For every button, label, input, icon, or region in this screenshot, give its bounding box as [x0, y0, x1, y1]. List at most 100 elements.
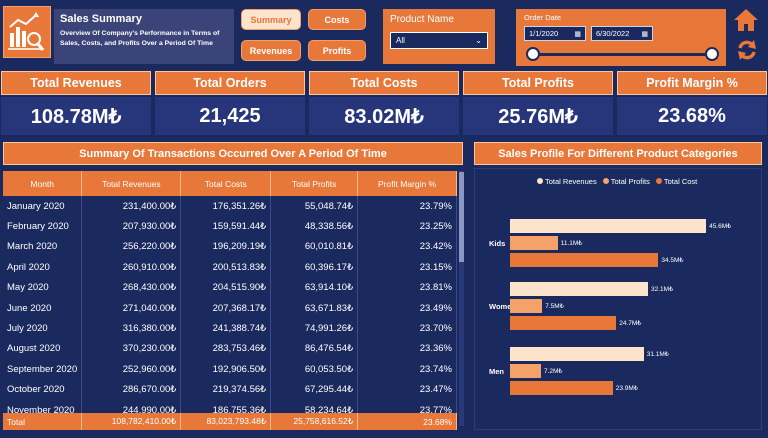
legend-item[interactable]: Total Cost — [655, 177, 697, 186]
bar-total-cost[interactable] — [510, 316, 617, 330]
chart-legend: Total Revenues Total Profits Total Cost — [537, 177, 697, 186]
revenues-button[interactable]: Revenues — [241, 40, 301, 61]
bar-value-label: 34.5M₺ — [661, 257, 684, 264]
slider-start-handle[interactable] — [526, 47, 540, 61]
cell-month: June 2020 — [3, 297, 83, 319]
bar-total-cost[interactable] — [510, 253, 659, 267]
kpi-value-total-profits: 25.76M₺ — [463, 97, 613, 135]
table-row[interactable]: June 2020 271,040.00₺ 207,368.17₺ 63,671.83… — [3, 297, 457, 319]
table-row[interactable]: March 2020 256,220.00₺ 196,209.19₺ 60,010.8… — [3, 236, 457, 258]
table-title: Summary Of Transactions Occurred Over A … — [3, 142, 463, 165]
table-row[interactable]: September 2020 252,960.00₺ 192,906.50₺ 60,0… — [3, 359, 457, 380]
table-scrollbar-thumb[interactable] — [459, 172, 464, 262]
column-header-total-profits[interactable]: Total Profits — [270, 171, 359, 196]
costs-button[interactable]: Costs — [308, 9, 366, 30]
cell-revenue: 252,960.00₺ — [81, 359, 182, 380]
column-header-total-costs[interactable]: Total Costs — [180, 171, 272, 196]
table-row[interactable]: October 2020 286,670.00₺ 219,374.56₺ 67,295… — [3, 379, 457, 400]
legend-dot-icon — [655, 178, 662, 184]
chevron-down-icon: ⌄ — [475, 36, 482, 45]
cell-cost: 283,753.46₺ — [180, 338, 272, 360]
cell-margin: 23.42% — [357, 236, 457, 258]
cell-cost: 204,515.90₺ — [180, 277, 272, 298]
product-filter: Product Name All ⌄ — [383, 9, 495, 64]
slider-end-handle[interactable] — [705, 47, 719, 61]
date-filter: Order Date 1/1/2020 ▦ 6/30/2022 ▦ — [516, 9, 726, 66]
refresh-icon[interactable] — [736, 38, 758, 62]
cell-cost: 241,388.74₺ — [180, 318, 272, 339]
bar-total-cost[interactable] — [510, 381, 613, 395]
column-header-total-revenues[interactable]: Total Revenues — [81, 171, 182, 196]
table-row[interactable]: April 2020 260,910.00₺ 200,513.83₺ 60,396.1… — [3, 257, 457, 278]
total-profits: 25,758,616.52₺ — [270, 413, 359, 430]
legend-dot-icon — [602, 178, 609, 184]
bar-total-profits[interactable] — [510, 299, 543, 313]
cell-margin: 23.49% — [357, 297, 457, 319]
date-range-slider-track[interactable] — [532, 53, 710, 56]
cell-margin: 23.79% — [357, 196, 457, 217]
column-header-month[interactable]: Month — [3, 171, 83, 196]
cell-month: April 2020 — [3, 257, 83, 278]
cell-revenue: 207,930.00₺ — [81, 216, 182, 237]
bar-total-revenues[interactable] — [510, 219, 707, 233]
kpi-label-profit-margin: Profit Margin % — [617, 71, 767, 95]
bar-total-profits[interactable] — [510, 236, 558, 250]
cell-revenue: 268,430.00₺ — [81, 277, 182, 298]
end-date-input[interactable]: 6/30/2022 ▦ — [591, 26, 653, 41]
home-icon[interactable] — [733, 8, 759, 32]
bar-value-label: 11.1M₺ — [560, 240, 583, 247]
analytics-logo-icon — [8, 12, 45, 51]
cell-revenue: 370,230.00₺ — [81, 338, 182, 360]
bar-value-label: 23.9M₺ — [615, 385, 638, 392]
cell-revenue: 256,220.00₺ — [81, 236, 182, 258]
table-row[interactable]: August 2020 370,230.00₺ 283,753.46₺ 86,476.… — [3, 338, 457, 360]
summary-button[interactable]: Summary — [241, 9, 301, 30]
cell-cost: 176,351.26₺ — [180, 196, 272, 217]
cell-margin: 23.47% — [357, 379, 457, 400]
product-dropdown[interactable]: All ⌄ — [390, 32, 488, 49]
cell-margin: 23.25% — [357, 216, 457, 237]
legend-item[interactable]: Total Revenues — [537, 177, 597, 186]
kpi-label-total-profits: Total Profits — [463, 71, 613, 95]
bar-value-label: 45.6M₺ — [709, 223, 732, 230]
cell-month: August 2020 — [3, 338, 83, 360]
table-scrollbar[interactable] — [459, 171, 464, 426]
bar-total-revenues[interactable] — [510, 347, 644, 361]
cell-profit: 67,295.44₺ — [270, 379, 359, 400]
table-row[interactable]: May 2020 268,430.00₺ 204,515.90₺ 63,914.10₺… — [3, 277, 457, 298]
cell-profit: 63,914.10₺ — [270, 277, 359, 298]
bar-total-profits[interactable] — [510, 364, 541, 378]
cell-revenue: 231,400.00₺ — [81, 196, 182, 217]
kpi-value-total-revenues: 108.78M₺ — [1, 97, 151, 135]
table-row[interactable]: January 2020 231,400.00₺ 176,351.26₺ 55,048… — [3, 196, 457, 217]
cell-month: February 2020 — [3, 216, 83, 237]
page-title: Sales Summary — [60, 13, 142, 25]
column-header-profit-margin[interactable]: Profit Margin % — [357, 171, 457, 196]
cell-revenue: 260,910.00₺ — [81, 257, 182, 278]
table-total-row: Total 108,782,410.00₺ 83,023,793.48₺ 25,… — [3, 413, 457, 430]
cell-revenue: 286,670.00₺ — [81, 379, 182, 400]
bar-value-label: 7.2M₺ — [543, 368, 563, 375]
cell-month: March 2020 — [3, 236, 83, 258]
table-row[interactable]: February 2020 207,930.00₺ 159,591.44₺ 48,33… — [3, 216, 457, 237]
category-label: Kids — [489, 239, 506, 248]
cell-month: July 2020 — [3, 318, 83, 339]
summary-table-container[interactable]: Month Total Revenues Total Costs Total P… — [3, 171, 457, 431]
table-row[interactable]: July 2020 316,380.00₺ 241,388.74₺ 74,991.26… — [3, 318, 457, 339]
profits-button[interactable]: Profits — [308, 40, 366, 61]
start-date-input[interactable]: 1/1/2020 ▦ — [524, 26, 586, 41]
kpi-label-total-costs: Total Costs — [309, 71, 459, 95]
cell-revenue: 271,040.00₺ — [81, 297, 182, 319]
order-date-label: Order Date — [524, 13, 562, 22]
bar-total-revenues[interactable] — [510, 282, 649, 296]
header-panel: Sales Summary Overview Of Company's Perf… — [54, 9, 234, 64]
cell-profit: 55,048.74₺ — [270, 196, 359, 217]
cell-cost: 219,374.56₺ — [180, 379, 272, 400]
legend-item[interactable]: Total Profits — [602, 177, 650, 186]
cell-margin: 23.74% — [357, 359, 457, 380]
kpi-value-total-costs: 83.02M₺ — [309, 97, 459, 135]
page-subtitle: Overview Of Company's Performance in Ter… — [60, 30, 220, 47]
cell-cost: 192,906.50₺ — [180, 359, 272, 380]
end-date-value: 6/30/2022 — [596, 29, 630, 38]
kpi-label-total-revenues: Total Revenues — [1, 71, 151, 95]
